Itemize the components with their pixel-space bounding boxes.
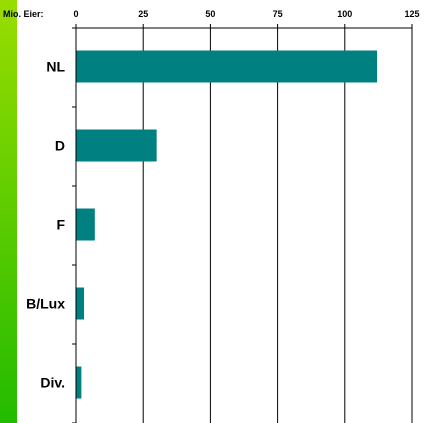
y-axis-ticks bbox=[72, 27, 76, 423]
category-labels: NL D F B/Lux Div. bbox=[26, 59, 65, 391]
category-label-div-: Div. bbox=[40, 375, 65, 391]
x-tick-label-25: 25 bbox=[138, 9, 148, 19]
category-label-b-lux: B/Lux bbox=[26, 296, 65, 312]
axes bbox=[75, 27, 412, 423]
grid-lines bbox=[142, 28, 413, 423]
x-tick-label-50: 50 bbox=[205, 9, 215, 19]
bar-b-lux bbox=[76, 287, 85, 320]
x-axis-ticks: 0 25 50 75 100 125 bbox=[73, 9, 420, 28]
category-label-nl: NL bbox=[46, 59, 65, 75]
category-label-d: D bbox=[55, 138, 65, 154]
bar-nl bbox=[76, 50, 378, 83]
green-accent-strip bbox=[0, 0, 17, 423]
bars bbox=[76, 50, 378, 399]
bar-div- bbox=[76, 366, 82, 399]
x-tick-label-100: 100 bbox=[337, 9, 352, 19]
x-tick-label-75: 75 bbox=[273, 9, 283, 19]
bar-f bbox=[76, 208, 95, 241]
unit-label: Mio. Eier: bbox=[3, 9, 44, 19]
x-tick-label-125: 125 bbox=[404, 9, 419, 19]
category-label-f: F bbox=[56, 217, 65, 233]
bar-d bbox=[76, 129, 157, 162]
x-tick-label-0: 0 bbox=[73, 9, 78, 19]
